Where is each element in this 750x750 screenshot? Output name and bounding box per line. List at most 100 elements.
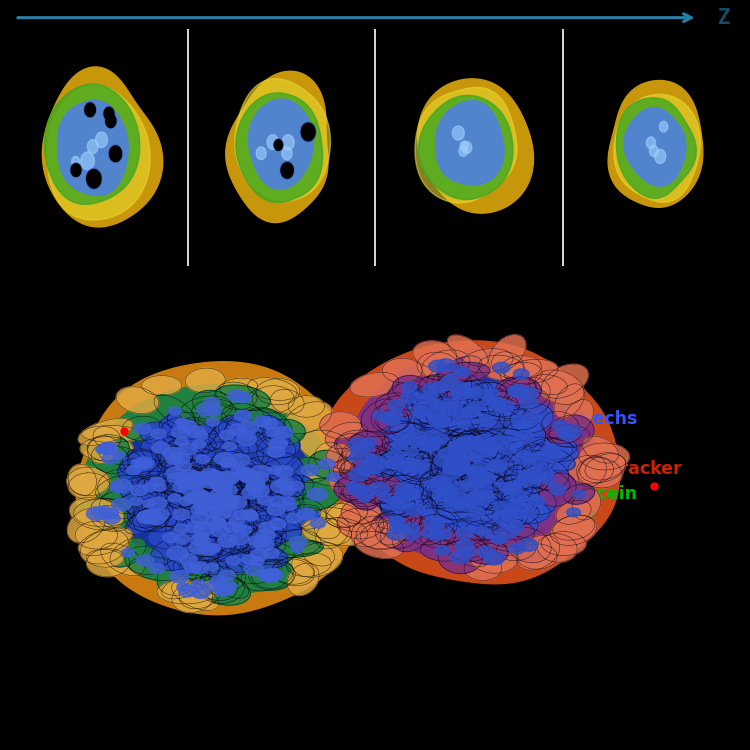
Polygon shape	[426, 524, 463, 544]
Polygon shape	[440, 435, 475, 460]
Polygon shape	[360, 443, 374, 452]
Polygon shape	[220, 378, 257, 396]
Polygon shape	[192, 463, 237, 490]
Polygon shape	[191, 494, 204, 501]
Polygon shape	[157, 579, 218, 604]
Polygon shape	[150, 477, 164, 486]
Polygon shape	[87, 170, 101, 188]
Polygon shape	[211, 518, 226, 527]
Polygon shape	[453, 413, 472, 425]
Polygon shape	[453, 458, 497, 488]
Polygon shape	[224, 522, 240, 532]
Polygon shape	[243, 469, 271, 492]
Polygon shape	[517, 473, 537, 486]
Polygon shape	[492, 402, 506, 411]
Polygon shape	[519, 396, 538, 408]
Polygon shape	[176, 523, 225, 556]
Polygon shape	[244, 563, 264, 576]
Polygon shape	[72, 157, 80, 166]
Polygon shape	[246, 531, 282, 554]
Polygon shape	[256, 416, 290, 450]
Polygon shape	[200, 485, 246, 514]
Polygon shape	[404, 460, 424, 472]
Polygon shape	[196, 556, 229, 578]
Polygon shape	[436, 484, 454, 495]
Polygon shape	[176, 417, 216, 446]
Polygon shape	[134, 475, 165, 500]
Polygon shape	[516, 488, 556, 514]
Polygon shape	[474, 382, 511, 403]
Polygon shape	[429, 360, 447, 372]
Polygon shape	[532, 439, 573, 463]
Polygon shape	[440, 531, 488, 561]
Polygon shape	[220, 501, 236, 510]
Polygon shape	[173, 471, 217, 498]
Polygon shape	[186, 478, 205, 490]
Polygon shape	[567, 508, 580, 517]
Polygon shape	[175, 514, 216, 540]
Polygon shape	[470, 451, 485, 460]
Polygon shape	[407, 433, 458, 459]
Polygon shape	[385, 416, 400, 426]
Polygon shape	[78, 419, 133, 446]
Polygon shape	[460, 460, 495, 484]
Polygon shape	[442, 398, 458, 409]
Polygon shape	[283, 497, 295, 505]
Polygon shape	[211, 480, 230, 492]
Polygon shape	[440, 377, 459, 390]
Polygon shape	[416, 436, 431, 445]
Polygon shape	[553, 515, 595, 540]
Polygon shape	[115, 490, 158, 514]
Polygon shape	[219, 570, 236, 580]
Polygon shape	[494, 400, 514, 412]
Polygon shape	[427, 398, 442, 408]
Polygon shape	[460, 460, 500, 482]
Polygon shape	[333, 458, 383, 492]
Polygon shape	[458, 421, 470, 429]
Polygon shape	[152, 509, 169, 520]
Polygon shape	[124, 503, 170, 532]
Polygon shape	[492, 352, 524, 378]
Polygon shape	[110, 538, 146, 567]
Polygon shape	[470, 477, 484, 485]
Polygon shape	[180, 476, 196, 487]
Polygon shape	[502, 440, 550, 476]
Polygon shape	[382, 358, 422, 382]
Polygon shape	[160, 440, 190, 475]
Polygon shape	[235, 392, 251, 403]
Polygon shape	[254, 538, 274, 551]
Polygon shape	[464, 382, 506, 405]
Polygon shape	[188, 426, 205, 437]
Polygon shape	[214, 478, 246, 502]
Polygon shape	[179, 554, 220, 581]
Polygon shape	[235, 79, 331, 201]
Polygon shape	[492, 435, 508, 445]
Polygon shape	[182, 495, 218, 524]
Polygon shape	[394, 483, 412, 494]
Polygon shape	[448, 442, 464, 452]
Polygon shape	[267, 504, 285, 515]
Polygon shape	[508, 385, 528, 398]
Polygon shape	[137, 512, 153, 521]
Polygon shape	[95, 476, 139, 500]
Polygon shape	[383, 475, 424, 502]
Polygon shape	[530, 457, 545, 466]
Polygon shape	[256, 436, 296, 467]
Polygon shape	[186, 508, 244, 538]
Polygon shape	[282, 135, 294, 150]
Polygon shape	[226, 556, 240, 566]
Polygon shape	[498, 442, 515, 454]
Polygon shape	[470, 429, 530, 451]
Polygon shape	[302, 123, 315, 141]
Polygon shape	[182, 484, 224, 510]
Polygon shape	[194, 489, 235, 509]
Polygon shape	[337, 508, 384, 539]
Polygon shape	[314, 518, 368, 546]
Polygon shape	[270, 496, 286, 506]
Polygon shape	[105, 113, 117, 128]
Polygon shape	[361, 454, 377, 464]
Polygon shape	[256, 497, 296, 523]
Polygon shape	[528, 469, 570, 492]
Polygon shape	[361, 399, 399, 432]
Polygon shape	[433, 394, 480, 417]
